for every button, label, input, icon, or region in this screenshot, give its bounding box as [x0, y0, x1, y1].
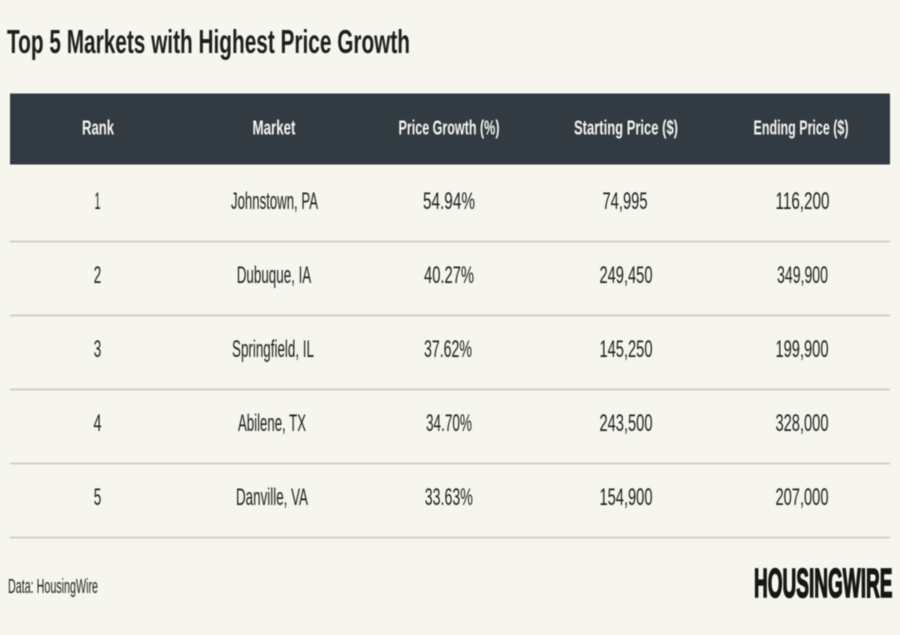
- svg-text:199,900: 199,900: [776, 336, 829, 363]
- svg-text:HOUSINGWIRE: HOUSINGWIRE: [754, 560, 893, 606]
- svg-text:328,000: 328,000: [776, 410, 829, 437]
- svg-text:Danville, VA: Danville, VA: [236, 484, 308, 511]
- svg-text:349,900: 349,900: [777, 262, 828, 289]
- svg-text:3: 3: [94, 336, 102, 363]
- svg-text:145,250: 145,250: [600, 336, 653, 363]
- svg-text:249,450: 249,450: [600, 262, 653, 289]
- svg-text:Springfield, IL: Springfield, IL: [232, 336, 314, 363]
- svg-text:33.63%: 33.63%: [425, 484, 473, 511]
- svg-text:4: 4: [94, 410, 102, 437]
- svg-text:154,900: 154,900: [600, 484, 653, 511]
- svg-text:Johnstown, PA: Johnstown, PA: [231, 188, 318, 215]
- svg-text:54.94%: 54.94%: [423, 188, 475, 215]
- svg-text:Price Growth (%): Price Growth (%): [399, 118, 500, 140]
- svg-text:34.70%: 34.70%: [426, 410, 472, 437]
- svg-text:37.62%: 37.62%: [424, 336, 472, 363]
- svg-text:2: 2: [94, 262, 102, 289]
- svg-text:Rank: Rank: [82, 118, 115, 140]
- svg-text:40.27%: 40.27%: [424, 262, 474, 289]
- svg-text:1: 1: [95, 188, 101, 215]
- svg-text:Ending Price ($): Ending Price ($): [754, 118, 849, 140]
- svg-text:Starting Price ($): Starting Price ($): [574, 118, 678, 140]
- svg-text:Top 5 Markets with Highest Pri: Top 5 Markets with Highest Price Growth: [7, 23, 410, 60]
- svg-text:74,995: 74,995: [603, 188, 648, 215]
- svg-text:5: 5: [94, 484, 102, 511]
- svg-text:Abilene, TX: Abilene, TX: [238, 410, 306, 437]
- svg-text:116,200: 116,200: [776, 188, 830, 215]
- svg-text:207,000: 207,000: [776, 484, 829, 511]
- svg-text:Data: HousingWire: Data: HousingWire: [8, 576, 98, 598]
- svg-text:Dubuque, IA: Dubuque, IA: [237, 262, 312, 289]
- svg-text:243,500: 243,500: [600, 410, 653, 437]
- svg-text:Market: Market: [253, 118, 296, 140]
